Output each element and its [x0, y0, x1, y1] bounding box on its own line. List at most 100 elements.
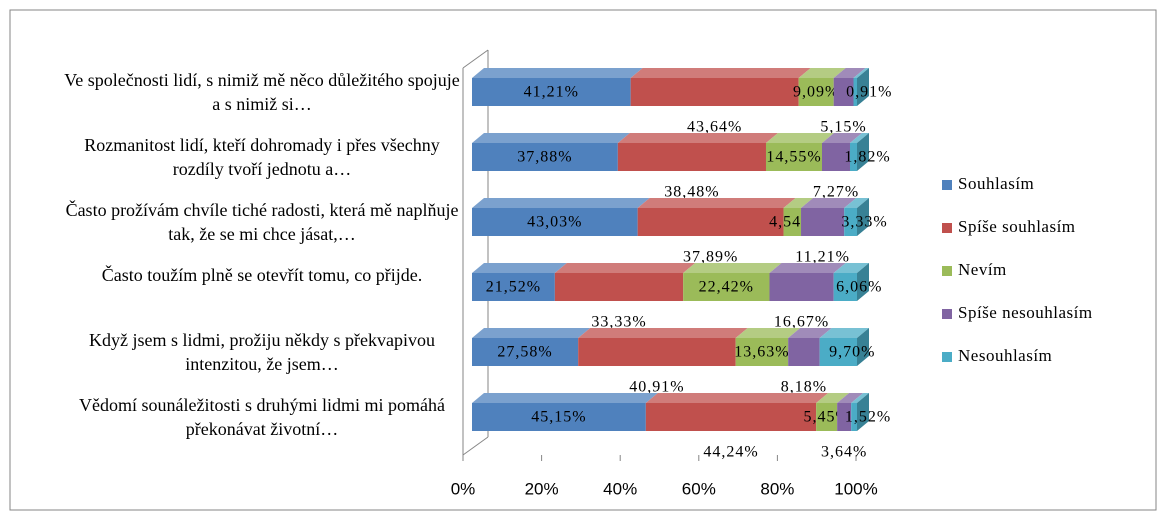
- bar-side: [857, 393, 869, 431]
- value-label: 16,67%: [774, 314, 829, 331]
- bar-top: [472, 393, 658, 403]
- bar: [554, 273, 684, 301]
- bar: [472, 208, 638, 236]
- bar: [769, 273, 834, 301]
- value-label: 43,03%: [527, 214, 582, 231]
- value-label: 11,21%: [795, 249, 850, 266]
- value-label: 13,63%: [734, 344, 789, 361]
- bar: [472, 78, 631, 106]
- value-label: 27,58%: [497, 344, 552, 361]
- legend-label: Spíše nesouhlasím: [958, 303, 1093, 322]
- legend-swatch: [942, 223, 952, 233]
- value-label: 8,18%: [781, 379, 827, 396]
- bar-top: [472, 198, 650, 208]
- bar-top: [472, 263, 567, 273]
- value-label: 21,52%: [486, 279, 541, 296]
- bar: [833, 273, 857, 301]
- legend-label: Nevím: [958, 260, 1007, 279]
- bar: [735, 338, 789, 366]
- x-tick-label: 40%: [603, 479, 637, 498]
- value-label: 6,06%: [836, 279, 882, 296]
- bar-top: [851, 393, 869, 403]
- bar: [637, 208, 784, 236]
- bar-top: [683, 263, 782, 273]
- bar: [801, 208, 845, 236]
- value-label: 33,33%: [591, 314, 646, 331]
- bar: [849, 143, 857, 171]
- bar-top: [554, 263, 696, 273]
- bar: [683, 273, 770, 301]
- bar-side: [857, 328, 869, 366]
- legend-swatch: [942, 352, 952, 362]
- value-label: 1,52%: [845, 409, 891, 426]
- value-label: 37,89%: [683, 249, 738, 266]
- category-label: Když jsem s lidmi, prožiju někdy s překv…: [89, 330, 435, 374]
- bar-top: [765, 133, 835, 143]
- category-label: Často toužím plně se otevřít tomu, co př…: [101, 265, 423, 285]
- bar-top: [630, 68, 811, 78]
- bar-top: [783, 198, 814, 208]
- legend-label: Souhlasím: [958, 174, 1034, 193]
- legend-swatch: [942, 309, 952, 319]
- bar-top: [617, 133, 778, 143]
- axis-walls: [462, 49, 489, 456]
- bar-top: [816, 393, 850, 403]
- bar-top: [735, 328, 801, 338]
- bar: [472, 403, 646, 431]
- bar: [798, 78, 834, 106]
- value-label: 0,91%: [846, 84, 892, 101]
- bar: [617, 143, 766, 171]
- bar-top: [801, 198, 857, 208]
- wall-edge: [462, 436, 489, 456]
- legend-label: Nesouhlasím: [958, 346, 1052, 365]
- bar: [765, 143, 823, 171]
- value-label: 3,33%: [841, 214, 887, 231]
- value-label: 45,15%: [531, 409, 586, 426]
- category-label: Často prožívám chvíle tiché radosti, kte…: [65, 200, 459, 244]
- bar-side: [857, 68, 869, 106]
- bar: [851, 403, 857, 431]
- bar: [822, 143, 850, 171]
- bar-top: [833, 263, 869, 273]
- bar: [578, 338, 736, 366]
- value-label: 43,64%: [687, 119, 742, 136]
- x-tick-label: 20%: [525, 479, 559, 498]
- bar-top: [769, 263, 846, 273]
- bar-top: [844, 198, 869, 208]
- bar: [788, 338, 820, 366]
- bar: [645, 403, 817, 431]
- bar: [853, 78, 857, 106]
- value-label: 7,27%: [813, 184, 859, 201]
- x-tick-label: 100%: [834, 479, 877, 498]
- value-label: 44,24%: [703, 444, 758, 461]
- value-label: 14,55%: [766, 149, 821, 166]
- value-label: 38,48%: [664, 184, 719, 201]
- value-label: 37,88%: [517, 149, 572, 166]
- bar: [472, 143, 618, 171]
- legend-label: Spíše souhlasím: [958, 217, 1076, 236]
- legend-swatch: [942, 266, 952, 276]
- value-label: 1,82%: [844, 149, 890, 166]
- bar-top: [645, 393, 829, 403]
- bar-top: [819, 328, 869, 338]
- bar-top: [837, 393, 864, 403]
- bar-side: [857, 263, 869, 301]
- bar-top: [849, 133, 869, 143]
- bar: [472, 338, 579, 366]
- bar-side: [857, 198, 869, 236]
- bar-top: [822, 133, 862, 143]
- value-label: 9,70%: [829, 344, 875, 361]
- bar-side: [857, 133, 869, 171]
- category-label: Vědomí sounáležitosti s druhými lidmi mi…: [79, 395, 445, 439]
- bar-top: [578, 328, 748, 338]
- bar: [819, 338, 857, 366]
- bar-top: [798, 68, 846, 78]
- category-label: Ve společnosti lidí, s nimiž mě něco důl…: [64, 70, 460, 114]
- x-tick-label: 0%: [451, 479, 476, 498]
- wall-edge: [462, 49, 489, 69]
- value-label: 3,64%: [821, 444, 867, 461]
- value-label: 5,15%: [820, 119, 866, 136]
- bar-top: [853, 68, 869, 78]
